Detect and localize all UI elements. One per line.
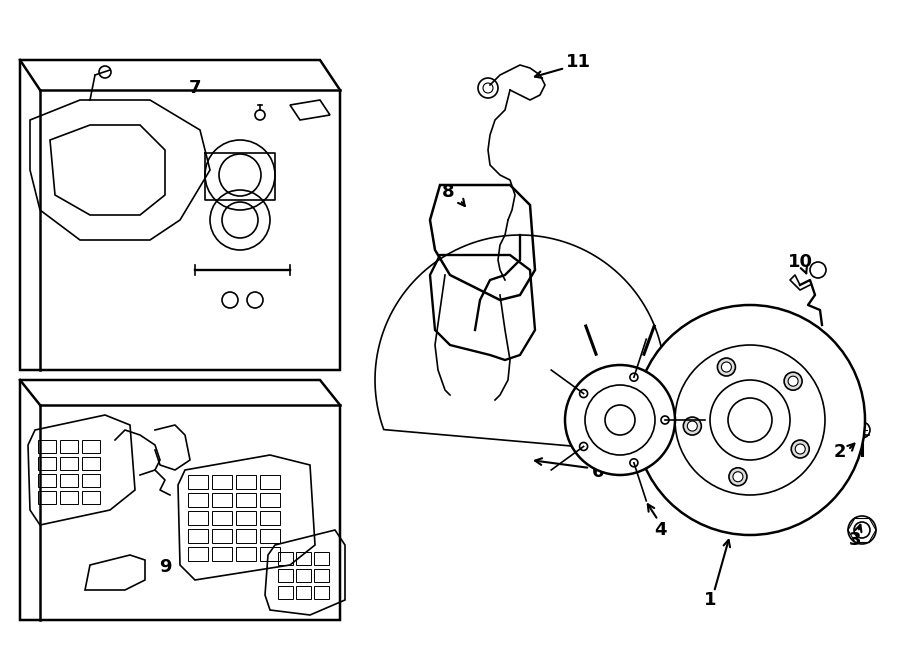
Text: 4: 4 <box>653 521 666 539</box>
Circle shape <box>733 472 742 482</box>
Circle shape <box>661 416 669 424</box>
Circle shape <box>630 373 638 381</box>
Text: 3: 3 <box>849 531 861 549</box>
Circle shape <box>580 389 588 398</box>
Text: 7: 7 <box>189 79 202 97</box>
Text: 6: 6 <box>592 463 604 481</box>
Text: 11: 11 <box>565 53 590 71</box>
Circle shape <box>565 365 675 475</box>
Circle shape <box>784 372 802 390</box>
Circle shape <box>722 362 732 372</box>
Text: 9: 9 <box>158 558 171 576</box>
Circle shape <box>630 459 638 467</box>
Polygon shape <box>375 235 665 453</box>
Text: 8: 8 <box>442 183 454 201</box>
Text: 10: 10 <box>788 253 813 271</box>
Circle shape <box>683 417 701 435</box>
Text: 1: 1 <box>704 591 716 609</box>
Circle shape <box>791 440 809 458</box>
Circle shape <box>580 442 588 450</box>
Circle shape <box>796 444 806 454</box>
Text: 2: 2 <box>833 443 846 461</box>
Text: 5: 5 <box>656 399 668 417</box>
Circle shape <box>717 358 735 376</box>
Circle shape <box>688 421 698 431</box>
Circle shape <box>788 376 798 386</box>
Circle shape <box>635 305 865 535</box>
Circle shape <box>729 468 747 486</box>
